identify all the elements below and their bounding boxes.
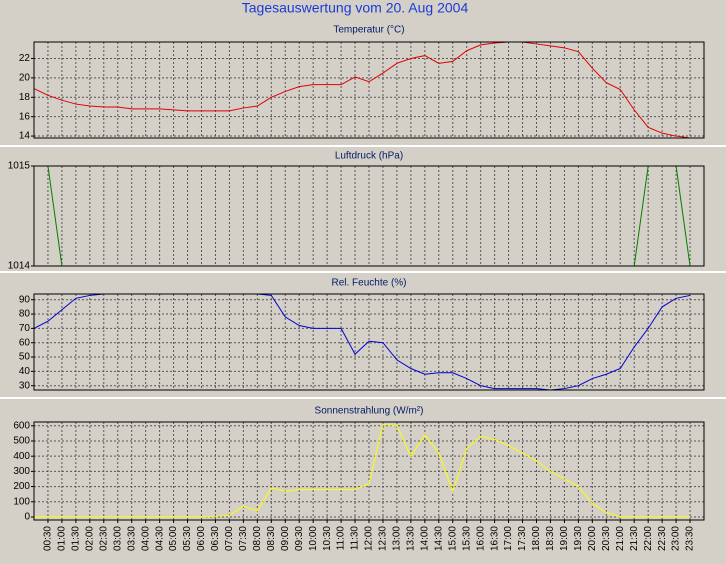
x-tick-label: 06:30 (210, 526, 221, 551)
y-tick-label: 14 (19, 131, 31, 142)
x-tick-label: 18:30 (545, 526, 556, 551)
x-tick-label: 10:30 (322, 526, 333, 551)
y-tick-label: 40 (19, 366, 31, 377)
plot-frame (33, 165, 705, 267)
x-tick-label: 18:00 (531, 526, 542, 551)
panel-title: Rel. Feuchte (%) (331, 278, 406, 289)
x-tick-label: 22:30 (657, 526, 668, 551)
series (34, 42, 691, 138)
y-tick-label: 90 (19, 294, 31, 305)
x-tick-label: 09:30 (294, 526, 305, 551)
y-tick-label: 400 (13, 451, 30, 462)
y-tick-label: 16 (19, 111, 31, 122)
x-tick-label: 08:30 (266, 526, 277, 551)
y-tick-label: 20 (19, 73, 31, 84)
plot-frame (33, 41, 705, 139)
data-line (34, 42, 691, 138)
x-tick-label: 17:30 (517, 526, 528, 551)
plot-frame (33, 293, 705, 391)
x-tick-label: 15:00 (447, 526, 458, 551)
x-tick-label: 20:00 (587, 526, 598, 551)
x-tick-label: 11:30 (350, 526, 361, 551)
x-tick-label: 19:00 (559, 526, 570, 551)
series (34, 294, 691, 390)
x-tick-label: 04:30 (154, 526, 165, 551)
x-tick-label: 14:00 (419, 526, 430, 551)
y-tick-label: 80 (19, 309, 31, 320)
x-tick-label: 03:30 (126, 526, 137, 551)
x-tick-label: 06:00 (196, 526, 207, 551)
series (34, 166, 691, 266)
x-tick-label: 05:00 (168, 526, 179, 551)
x-tick-label: 21:00 (615, 526, 626, 551)
y-tick-label: 200 (13, 481, 30, 492)
x-tick-label: 19:30 (573, 526, 584, 551)
x-tick-label: 10:00 (308, 526, 319, 551)
panel-title: Sonnenstrahlung (W/m²) (315, 406, 424, 417)
y-tick-label: 60 (19, 337, 31, 348)
x-tick-label: 21:30 (629, 526, 640, 551)
x-tick-label: 05:30 (182, 526, 193, 551)
y-tick-label: 70 (19, 323, 31, 334)
x-tick-label: 02:00 (84, 526, 95, 551)
y-tick-label: 1015 (8, 161, 31, 172)
x-tick-label: 08:00 (252, 526, 263, 551)
y-tick-label: 18 (19, 92, 31, 103)
x-tick-label: 22:00 (643, 526, 654, 551)
x-tick-label: 11:00 (336, 526, 347, 551)
y-tick-label: 100 (13, 496, 30, 507)
x-tick-label: 09:00 (280, 526, 291, 551)
x-tick-label: 15:30 (461, 526, 472, 551)
y-tick-label: 600 (13, 420, 30, 431)
y-tick-label: 30 (19, 380, 31, 391)
data-line (34, 166, 691, 266)
x-tick-label: 17:00 (503, 526, 514, 551)
x-tick-label: 23:00 (671, 526, 682, 551)
x-tick-label: 14:30 (433, 526, 444, 551)
x-tick-label: 03:00 (112, 526, 123, 551)
x-tick-label: 07:30 (238, 526, 249, 551)
x-tick-label: 16:00 (475, 526, 486, 551)
x-tick-label: 16:30 (489, 526, 500, 551)
x-tick-label: 07:00 (224, 526, 235, 551)
y-tick-label: 50 (19, 352, 31, 363)
data-line (34, 294, 691, 390)
x-tick-label: 23:30 (685, 526, 696, 551)
x-tick-label: 12:00 (364, 526, 375, 551)
page-title: Tagesauswertung vom 20. Aug 2004 (242, 0, 469, 16)
x-tick-label: 02:30 (98, 526, 109, 551)
x-tick-label: 13:30 (406, 526, 417, 551)
x-tick-label: 00:30 (43, 526, 54, 551)
y-tick-label: 500 (13, 436, 30, 447)
x-tick-label: 20:30 (601, 526, 612, 551)
x-tick-label: 01:30 (71, 526, 82, 551)
x-tick-label: 04:00 (140, 526, 151, 551)
x-tick-label: 12:30 (378, 526, 389, 551)
data-line (34, 423, 691, 518)
y-tick-label: 300 (13, 466, 30, 477)
x-tick-label: 01:00 (57, 526, 68, 551)
series (34, 423, 691, 518)
x-tick-label: 13:00 (392, 526, 403, 551)
y-tick-label: 1014 (8, 261, 31, 272)
panel-title: Luftdruck (hPa) (335, 151, 403, 162)
y-tick-label: 0 (24, 512, 30, 523)
panel-title: Temperatur (°C) (333, 25, 404, 36)
y-tick-label: 22 (19, 53, 31, 64)
